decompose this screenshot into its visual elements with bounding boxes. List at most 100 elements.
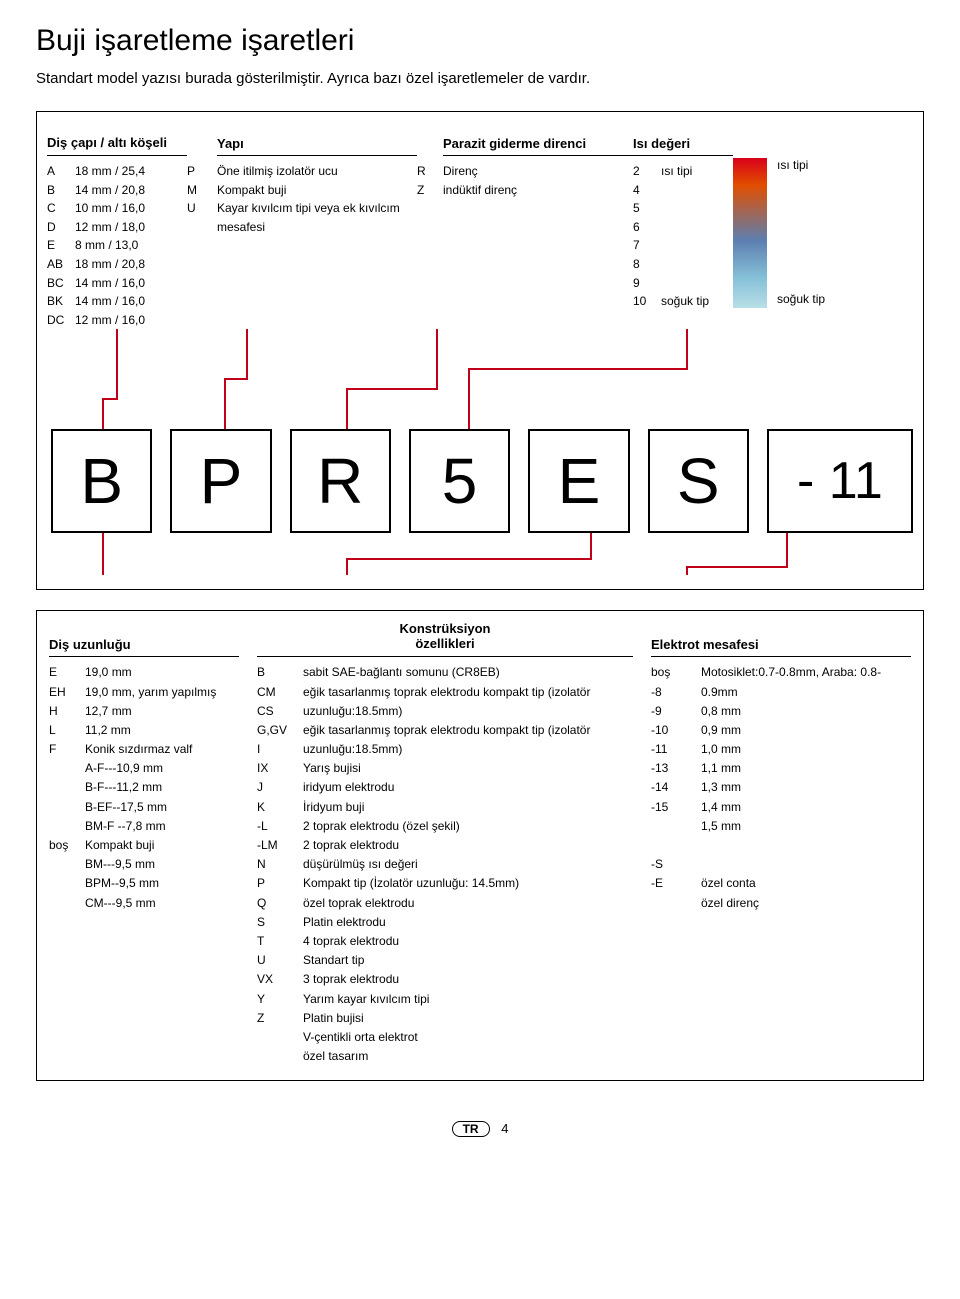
- table-row: [651, 836, 701, 855]
- table-row: 8: [633, 255, 733, 274]
- code-b: B: [51, 429, 152, 533]
- table-row: I: [257, 740, 303, 759]
- table-row: E 8 mm / 13,0: [47, 236, 187, 255]
- col1-header: Diş çapı / altı köşeli: [47, 120, 187, 156]
- table-row: Yarım kayar kıvılcım tipi: [303, 990, 633, 1009]
- gradient-bottom-label: soğuk tip: [777, 292, 825, 306]
- table-row: B-F---11,2 mm: [49, 778, 239, 797]
- table-row: Y: [257, 990, 303, 1009]
- table-row: Q: [257, 894, 303, 913]
- table-row: -L: [257, 817, 303, 836]
- col2-header-text: Yapı: [217, 120, 417, 156]
- table-row: 6: [633, 218, 733, 237]
- code-s: S: [648, 429, 749, 533]
- bottom-table: Diş uzunluğu E19,0 mmEH19,0 mm, yarım ya…: [36, 610, 924, 1081]
- table-row: özel conta: [701, 874, 891, 893]
- table-row: Motosiklet:0.7-0.8mm, Araba: 0.8-0.9mm: [701, 663, 891, 701]
- table-row: P: [257, 874, 303, 893]
- table-row: 9: [633, 274, 733, 293]
- col3-header-spacer: [417, 120, 443, 156]
- table-row: İridyum buji: [303, 798, 633, 817]
- table-row: 4: [633, 181, 733, 200]
- table-row: 1,1 mm: [701, 759, 891, 778]
- table-row: B: [257, 663, 303, 682]
- table-row: indüktif direnç: [443, 181, 633, 200]
- table-row: 2ısı tipi: [633, 162, 733, 181]
- table-row: [701, 836, 891, 855]
- code-11: - 11: [767, 429, 913, 533]
- table-row: 1,4 mm: [701, 798, 891, 817]
- col3-header: Parazit giderme direnci: [443, 120, 633, 156]
- table-row: özel tasarım: [303, 1047, 633, 1066]
- table-row: U: [187, 199, 217, 218]
- table-row: Z: [257, 1009, 303, 1028]
- table-row: boş: [651, 663, 701, 682]
- table-row: Öne itilmiş izolatör ucu: [217, 162, 417, 181]
- table-row: 1,0 mm: [701, 740, 891, 759]
- lang-badge: TR: [452, 1121, 490, 1137]
- table-row: C10 mm / 16,0: [47, 199, 187, 218]
- table-row: Kayar kıvılcım tipi veya ek kıvılcım mes…: [217, 199, 417, 236]
- table-row: 1,5 mm: [701, 817, 891, 836]
- table-row: A18 mm / 25,4: [47, 162, 187, 181]
- table-row: -S: [651, 855, 701, 874]
- page-title: Buji işaretleme işaretleri: [36, 24, 924, 58]
- table-row: J: [257, 778, 303, 797]
- table-row: CM---9,5 mm: [49, 894, 239, 913]
- table-row: düşürülmüş ısı değeri: [303, 855, 633, 874]
- table-row: E19,0 mm: [49, 663, 239, 682]
- table-row: eğik tasarlanmış toprak elektrodu kompak…: [303, 721, 633, 759]
- code-e: E: [528, 429, 629, 533]
- table-row: -13: [651, 759, 701, 778]
- table-row: DC12 mm / 16,0: [47, 311, 187, 330]
- table-row: -9: [651, 702, 701, 721]
- table-row: BK14 mm / 16,0: [47, 292, 187, 311]
- top-table: Diş çapı / altı köşeli A18 mm / 25,4B14 …: [36, 111, 924, 590]
- table-row: AB18 mm / 20,8: [47, 255, 187, 274]
- table-row: 10soğuk tip: [633, 292, 733, 311]
- table-row: -11: [651, 740, 701, 759]
- table-row: S: [257, 913, 303, 932]
- table-row: CS: [257, 702, 303, 721]
- table-row: 5: [633, 199, 733, 218]
- table-row: G,GV: [257, 721, 303, 740]
- code-r: R: [290, 429, 391, 533]
- table-row: D12 mm / 18,0: [47, 218, 187, 237]
- table-row: A-F---10,9 mm: [49, 759, 239, 778]
- table-row: sabit SAE-bağlantı somunu (CR8EB): [303, 663, 633, 682]
- table-row: -10: [651, 721, 701, 740]
- table-row: -15: [651, 798, 701, 817]
- page-number: 4: [501, 1121, 508, 1136]
- table-row: -8: [651, 683, 701, 702]
- table-row: B-EF--17,5 mm: [49, 798, 239, 817]
- page-footer: TR 4: [36, 1121, 924, 1137]
- table-row: R: [417, 162, 443, 181]
- table-row: 7: [633, 236, 733, 255]
- table-row: 2 toprak elektrodu (özel şekil): [303, 817, 633, 836]
- col2-header: [187, 120, 217, 156]
- table-row: P: [187, 162, 217, 181]
- table-row: T: [257, 932, 303, 951]
- table-row: özel direnç: [701, 894, 891, 913]
- table-row: Standart tip: [303, 951, 633, 970]
- table-row: BC14 mm / 16,0: [47, 274, 187, 293]
- code-boxes: B P R 5 E S - 11: [47, 429, 913, 533]
- bcol2-header: Konstrüksiyon özellikleri: [257, 621, 633, 657]
- code-5: 5: [409, 429, 510, 533]
- bcol1-header: Diş uzunluğu: [49, 621, 239, 657]
- table-row: EH19,0 mm, yarım yapılmış: [49, 683, 239, 702]
- table-row: özel toprak elektrodu: [303, 894, 633, 913]
- table-row: N: [257, 855, 303, 874]
- table-row: -LM: [257, 836, 303, 855]
- table-row: eğik tasarlanmış toprak elektrodu kompak…: [303, 683, 633, 721]
- table-row: Platin bujisi: [303, 1009, 633, 1028]
- table-row: VX: [257, 970, 303, 989]
- table-row: iridyum elektrodu: [303, 778, 633, 797]
- table-row: Platin elektrodu: [303, 913, 633, 932]
- table-row: 0,8 mm: [701, 702, 891, 721]
- table-row: Kompakt buji: [217, 181, 417, 200]
- table-row: Direnç: [443, 162, 633, 181]
- table-row: Yarış bujisi: [303, 759, 633, 778]
- table-row: 0,9 mm: [701, 721, 891, 740]
- table-row: M: [187, 181, 217, 200]
